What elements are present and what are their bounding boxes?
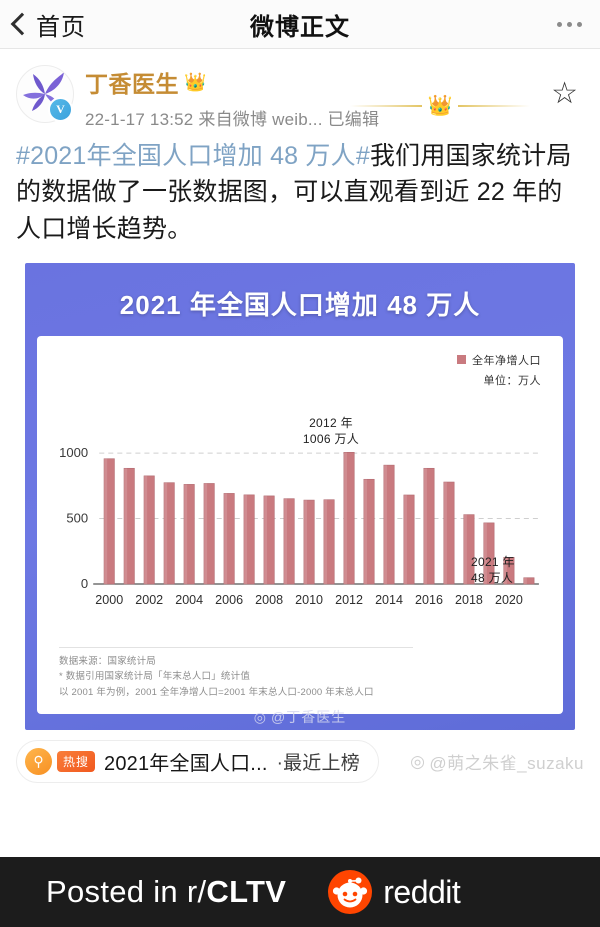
page-watermark: ◎ @萌之朱雀_suzaku: [410, 749, 584, 774]
page-watermark-text: @萌之朱雀_suzaku: [429, 754, 584, 774]
annotation-2012-line2: 1006 万人: [302, 431, 360, 446]
annotation-2021-line2: 48 万人: [471, 570, 514, 585]
reddit-wordmark: reddit: [383, 873, 461, 910]
crown-icon: 👑: [427, 95, 453, 117]
svg-text:2002: 2002: [135, 593, 163, 607]
footnote-divider: [59, 646, 413, 648]
bar-chart-svg: 0 500 1000 2000 2002 2004 2006 2008 2010 2012 2014…: [59, 445, 539, 607]
back-button[interactable]: 首页: [0, 7, 86, 42]
search-icon: ⚲: [25, 748, 52, 776]
legend-unit: 单位：万人: [483, 374, 541, 387]
reddit-subreddit: CLTV: [206, 874, 287, 909]
avatar-image: [16, 65, 74, 123]
svg-text:2008: 2008: [255, 593, 283, 607]
chart-footnote: 数据来源：国家统计局 * 数据引用国家统计局「年末总人口」统计值 以 2001 …: [59, 654, 541, 700]
chart-legend: 全年净增人口 单位：万人: [457, 352, 541, 388]
more-dots-icon[interactable]: [557, 21, 600, 27]
svg-text:2012: 2012: [335, 593, 363, 607]
verified-badge: V: [48, 97, 73, 122]
footnote-line-3: 以 2001 年为例，2001 全年净增人口=2001 年末总人口-2000 年…: [59, 686, 374, 698]
chart-plot-card: 全年净增人口 单位：万人 0 500 1000 2000 2002 2004 2006 200…: [37, 335, 563, 714]
footnote-line-1: 数据来源：国家统计局: [59, 656, 157, 668]
navigation-bar: 首页 微博正文: [0, 0, 600, 49]
author-block: 👑 V 丁香医生 👑: [0, 49, 600, 136]
svg-text:500: 500: [66, 510, 88, 525]
annotation-2012-line1: 2012 年: [309, 415, 353, 430]
reddit-posted-in-label: Posted in r/CLTV: [46, 874, 286, 910]
reddit-snoo-icon: [328, 870, 373, 914]
chart-watermark: ◎ @丁香医生: [25, 707, 575, 727]
svg-text:2014: 2014: [375, 593, 403, 607]
post-body: #2021年全国人口增加 48 万人#我们用国家统计局的数据做了一张数据图，可以…: [0, 136, 600, 253]
svg-text:2004: 2004: [175, 593, 203, 607]
chart-heading: 2021 年全国人口增加 48 万人: [119, 289, 481, 320]
favorite-star-icon[interactable]: ☆: [551, 77, 578, 110]
hotsearch-text: 2021年全国人口...: [104, 753, 268, 776]
author-name[interactable]: 丁香医生: [85, 71, 179, 97]
reddit-logo: reddit: [328, 870, 461, 914]
footnote-line-2: * 数据引用国家统计局「年末总人口」统计值: [59, 671, 251, 683]
decoration-line-left: [350, 105, 422, 107]
svg-text:2018: 2018: [455, 593, 483, 607]
reddit-attribution-bar: Posted in r/CLTV reddit: [0, 857, 600, 927]
crown-badge-icon: 👑: [184, 72, 207, 92]
svg-text:2000: 2000: [95, 593, 123, 607]
decoration-line-right: [458, 105, 530, 107]
avatar[interactable]: V: [16, 65, 74, 123]
hotsearch-row: ⚲ 热搜 2021年全国人口... ·最近上榜 ◎ @萌之朱雀_suzaku: [0, 740, 600, 784]
reddit-prefix: Posted in r/: [46, 874, 207, 909]
svg-text:0: 0: [81, 576, 88, 591]
crown-decoration: 👑: [350, 93, 530, 119]
post-timestamp-source: 22-1-17 13:52 来自微博 weib... 已编辑: [85, 110, 380, 129]
annotation-2021-line1: 2021 年: [471, 554, 515, 569]
legend-label: 全年净增人口: [472, 354, 541, 367]
hotsearch-status: ·最近上榜: [276, 753, 360, 775]
weibo-icon: ◎: [253, 708, 267, 725]
svg-text:2006: 2006: [215, 593, 243, 607]
chart-image[interactable]: 2021 年全国人口增加 48 万人 全年净增人口 单位：万人 0 500 1000…: [25, 262, 575, 730]
post-body-text: 我们用国家统计局的数据做了一张数据图，可以直观看到近 22 年的人口增长趋势。: [16, 142, 572, 243]
hashtag-link[interactable]: #2021年全国人口增加 48 万人#: [16, 142, 370, 170]
svg-text:1000: 1000: [59, 445, 88, 460]
hotsearch-chip[interactable]: ⚲ 热搜 2021年全国人口... ·最近上榜: [16, 740, 379, 784]
legend-swatch: [457, 355, 466, 365]
annotation-2012: 2012 年 1006 万人: [276, 415, 386, 447]
back-button-label: 首页: [36, 13, 86, 41]
svg-text:2010: 2010: [295, 593, 323, 607]
chart-watermark-text: @丁香医生: [271, 708, 347, 725]
hotsearch-tag: 热搜: [57, 751, 96, 773]
svg-text:2020: 2020: [495, 593, 523, 607]
svg-text:2016: 2016: [415, 593, 443, 607]
author-meta: 丁香医生 👑 22-1-17 13:52 来自微博 weib... 已编辑: [85, 63, 379, 130]
page-title: 微博正文: [250, 13, 350, 41]
annotation-2021: 2021 年 48 万人: [471, 554, 561, 586]
chevron-left-icon: [10, 12, 34, 36]
weibo-icon: ◎: [410, 751, 426, 771]
